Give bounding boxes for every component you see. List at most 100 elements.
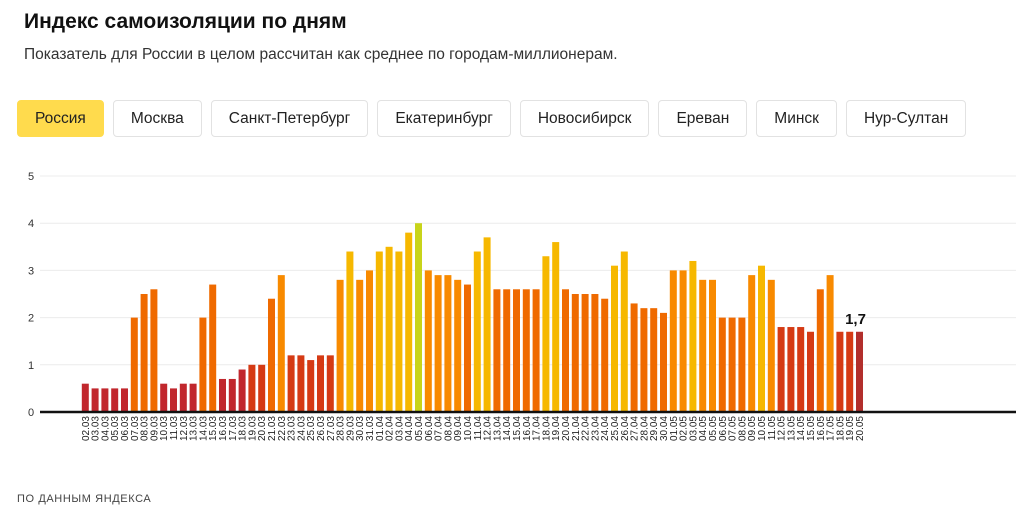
x-tick-label: 03.04: [394, 416, 405, 441]
y-tick-label: 5: [28, 171, 34, 183]
x-tick-label: 22.04: [581, 416, 592, 441]
x-tick-label: 05.04: [414, 416, 425, 441]
x-tick-label: 29.04: [649, 416, 660, 441]
x-tick-label: 20.05: [855, 416, 866, 441]
tab-russia[interactable]: Россия: [17, 100, 104, 137]
bar: [581, 294, 589, 412]
bar: [552, 242, 560, 412]
x-tick-label: 24.03: [296, 416, 307, 441]
x-tick-label: 12.05: [777, 416, 788, 441]
x-tick-label: 15.05: [806, 416, 817, 441]
y-tick-label: 3: [28, 265, 34, 277]
bar: [121, 388, 128, 412]
bar: [130, 317, 138, 412]
bar: [307, 360, 315, 412]
x-tick-label: 09.03: [149, 416, 160, 441]
bar: [366, 270, 373, 412]
bar: [718, 317, 726, 412]
x-tick-label: 03.03: [91, 416, 102, 441]
x-tick-label: 14.03: [198, 416, 209, 441]
x-tick-label: 04.05: [698, 416, 709, 441]
x-tick-label: 11.04: [473, 416, 484, 441]
x-tick-label: 28.04: [639, 416, 650, 441]
tab-novosibirsk[interactable]: Новосибирск: [519, 100, 650, 137]
x-tick-label: 03.05: [688, 416, 699, 441]
x-tick-label: 27.04: [630, 416, 641, 441]
x-tick-label: 06.05: [718, 416, 729, 441]
bar: [503, 289, 511, 412]
x-tick-label: 22.03: [277, 416, 288, 441]
x-tick-label: 05.05: [708, 416, 719, 441]
bar: [209, 284, 217, 412]
bar: [336, 279, 344, 412]
x-tick-label: 08.05: [737, 416, 748, 441]
x-tick-label: 19.04: [551, 416, 562, 441]
x-tick-label: 26.04: [620, 416, 631, 441]
bar: [189, 383, 197, 412]
x-tick-label: 17.04: [532, 416, 543, 441]
bar: [356, 279, 364, 412]
bar: [111, 388, 119, 412]
x-tick-label: 09.04: [453, 416, 464, 441]
tab-nur-sultan[interactable]: Нур-Султан: [845, 100, 967, 137]
x-tick-label: 26.03: [316, 416, 327, 441]
x-tick-label: 17.05: [826, 416, 837, 441]
x-tick-label: 16.03: [218, 416, 229, 441]
x-tick-label: 13.05: [786, 416, 797, 441]
bar: [846, 331, 854, 412]
tab-yerevan[interactable]: Ереван: [658, 100, 748, 137]
x-tick-label: 31.03: [365, 416, 376, 441]
self-isolation-bar-chart: 01234502.0303.0304.0305.0306.0307.0308.0…: [28, 171, 1016, 441]
bar: [787, 327, 795, 412]
bar: [767, 279, 775, 412]
x-tick-label: 11.03: [169, 416, 180, 441]
bar: [591, 294, 599, 412]
x-tick-label: 19.05: [845, 416, 856, 441]
bar: [699, 279, 707, 412]
x-tick-label: 13.03: [189, 416, 200, 441]
x-tick-label: 18.04: [541, 416, 552, 441]
x-tick-label: 02.04: [385, 416, 396, 441]
bar: [777, 327, 785, 412]
bar: [689, 260, 697, 412]
bar: [513, 289, 520, 412]
bar: [434, 275, 442, 412]
bar: [258, 364, 266, 412]
bar: [140, 294, 148, 412]
x-tick-label: 01.05: [669, 416, 680, 441]
bar: [297, 355, 305, 412]
bar: [640, 308, 648, 412]
bar: [748, 275, 756, 412]
x-tick-label: 16.05: [816, 416, 827, 441]
bar: [454, 279, 462, 412]
bar: [199, 317, 207, 412]
x-tick-label: 21.04: [571, 416, 582, 441]
x-tick-label: 07.03: [130, 416, 141, 441]
x-tick-label: 12.04: [483, 416, 494, 441]
bar: [228, 378, 236, 412]
bar: [660, 312, 667, 412]
x-tick-label: 18.05: [835, 416, 846, 441]
bar: [375, 251, 383, 412]
bar: [101, 388, 109, 412]
bar: [473, 251, 481, 412]
tab-yekaterinburg[interactable]: Екатеринбург: [377, 100, 511, 137]
bar: [91, 388, 99, 412]
x-tick-label: 21.03: [267, 416, 278, 441]
x-tick-label: 30.04: [659, 416, 670, 441]
last-value-label: 1,7: [845, 311, 866, 328]
bar: [601, 298, 609, 412]
tab-moscow[interactable]: Москва: [112, 100, 202, 137]
x-tick-label: 02.05: [679, 416, 690, 441]
tab-minsk[interactable]: Минск: [756, 100, 837, 137]
x-tick-label: 10.04: [463, 416, 474, 441]
bar: [542, 256, 550, 412]
y-tick-label: 1: [28, 360, 34, 372]
bar: [522, 289, 530, 412]
bar: [405, 232, 413, 412]
bar: [483, 237, 491, 412]
bar: [317, 355, 324, 412]
tab-saint-petersburg[interactable]: Санкт-Петербург: [210, 100, 369, 137]
bar: [630, 303, 638, 412]
x-tick-label: 30.03: [355, 416, 366, 441]
